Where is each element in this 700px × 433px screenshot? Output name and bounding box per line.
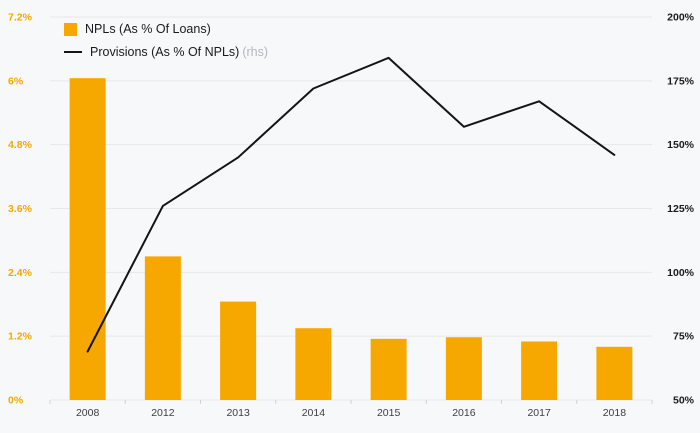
bar-2014	[295, 328, 332, 400]
bar-2013	[220, 301, 257, 400]
legend-label-npls: NPLs (As % Of Loans)	[85, 22, 211, 36]
legend-rhs-note: (rhs)	[242, 45, 269, 59]
left-axis-label: 1.2%	[8, 331, 33, 343]
x-axis-label-2017: 2017	[527, 407, 551, 419]
x-axis-label-2015: 2015	[377, 407, 401, 419]
right-axis-label: 100%	[667, 267, 695, 279]
left-axis-label: 6%	[8, 75, 24, 87]
bar-2018	[596, 346, 633, 400]
left-axis-label: 4.8%	[8, 139, 33, 151]
x-axis-label-2008: 2008	[76, 407, 100, 419]
provisions-line-swatch-icon	[64, 51, 82, 53]
bar-2016	[445, 337, 482, 400]
bar-2015	[370, 338, 407, 400]
right-axis-label: 50%	[673, 395, 695, 407]
right-axis-label: 75%	[673, 331, 695, 343]
left-axis-label: 7.2%	[8, 12, 33, 24]
legend-label-provisions: Provisions (As % Of NPLs) (rhs)	[90, 45, 268, 59]
x-axis-label-2012: 2012	[151, 407, 175, 419]
x-axis-label-2014: 2014	[302, 407, 326, 419]
left-axis-label: 0%	[8, 395, 24, 407]
right-axis-label: 175%	[667, 75, 695, 87]
npls-bar-swatch-icon	[64, 22, 77, 36]
right-axis-label: 150%	[667, 139, 695, 151]
left-axis-label: 3.6%	[8, 203, 33, 215]
right-axis-label: 125%	[667, 203, 695, 215]
legend-item-provisions: Provisions (As % Of NPLs) (rhs)	[64, 45, 268, 59]
bar-2012	[144, 256, 181, 400]
bar-2008	[69, 78, 106, 400]
legend-label-provisions-text: Provisions (As % Of NPLs)	[90, 45, 240, 59]
provisions-line	[86, 56, 616, 353]
x-axis-label-2016: 2016	[452, 407, 476, 419]
chart-legend: NPLs (As % Of Loans) Provisions (As % Of…	[64, 22, 268, 59]
bar-2017	[521, 341, 558, 400]
legend-item-npls: NPLs (As % Of Loans)	[64, 22, 268, 36]
left-axis-label: 2.4%	[8, 267, 33, 279]
x-axis-label-2018: 2018	[603, 407, 627, 419]
x-axis-label-2013: 2013	[226, 407, 250, 419]
right-axis-label: 200%	[667, 12, 695, 24]
